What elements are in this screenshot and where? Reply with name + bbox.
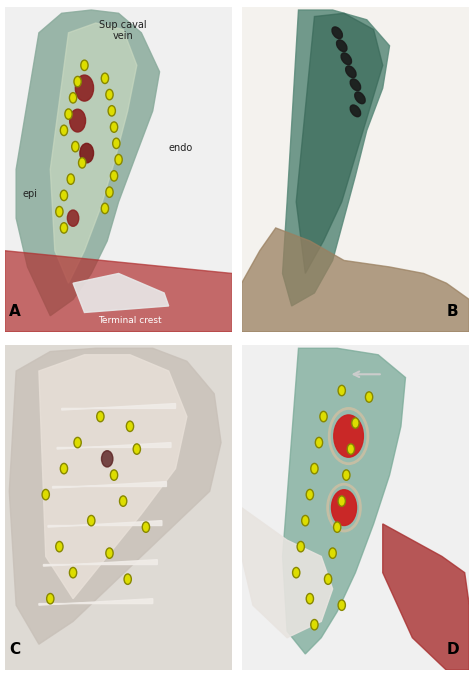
Circle shape (365, 392, 373, 402)
Text: Terminal crest: Terminal crest (98, 315, 162, 325)
Circle shape (311, 463, 318, 474)
Circle shape (72, 141, 79, 152)
Polygon shape (48, 521, 162, 527)
Polygon shape (57, 443, 171, 449)
Circle shape (315, 437, 323, 447)
Circle shape (324, 574, 332, 584)
Circle shape (306, 489, 313, 500)
Circle shape (60, 463, 68, 474)
Polygon shape (5, 345, 232, 670)
Circle shape (347, 444, 355, 454)
Circle shape (301, 515, 309, 526)
Polygon shape (242, 228, 469, 332)
Circle shape (352, 418, 359, 429)
Circle shape (74, 437, 81, 447)
Circle shape (97, 412, 104, 422)
Ellipse shape (355, 92, 365, 104)
Circle shape (106, 89, 113, 100)
Polygon shape (296, 14, 383, 274)
Circle shape (331, 489, 356, 525)
Circle shape (108, 106, 115, 116)
Ellipse shape (350, 79, 361, 91)
Circle shape (46, 594, 54, 604)
Polygon shape (5, 250, 232, 332)
Circle shape (56, 542, 63, 552)
Circle shape (338, 600, 346, 611)
Circle shape (42, 489, 49, 500)
Polygon shape (383, 524, 469, 670)
Circle shape (101, 203, 109, 214)
Circle shape (133, 444, 140, 454)
Circle shape (75, 75, 93, 101)
Polygon shape (283, 10, 390, 306)
Ellipse shape (341, 53, 352, 65)
Circle shape (292, 567, 300, 578)
Polygon shape (5, 7, 232, 332)
Circle shape (334, 522, 341, 532)
Circle shape (88, 515, 95, 526)
Polygon shape (9, 348, 221, 645)
Circle shape (110, 171, 118, 181)
Circle shape (110, 122, 118, 132)
Polygon shape (283, 348, 405, 654)
Circle shape (70, 109, 86, 132)
Circle shape (115, 154, 122, 165)
Polygon shape (44, 560, 157, 566)
Ellipse shape (332, 27, 342, 39)
Circle shape (119, 496, 127, 506)
Circle shape (127, 421, 134, 431)
Circle shape (334, 415, 364, 457)
Polygon shape (50, 23, 137, 283)
Circle shape (113, 138, 120, 148)
Circle shape (80, 144, 93, 163)
Ellipse shape (346, 66, 356, 78)
Text: D: D (447, 642, 459, 657)
Polygon shape (39, 598, 153, 605)
Text: epi: epi (23, 189, 38, 199)
Circle shape (69, 93, 77, 103)
Circle shape (124, 574, 131, 584)
Ellipse shape (350, 105, 361, 116)
Circle shape (60, 125, 68, 135)
Circle shape (320, 412, 327, 422)
Circle shape (101, 451, 113, 467)
Polygon shape (16, 10, 160, 315)
Polygon shape (73, 274, 169, 313)
Circle shape (74, 77, 81, 87)
Circle shape (329, 548, 336, 559)
Polygon shape (242, 7, 469, 332)
Circle shape (110, 470, 118, 480)
Polygon shape (62, 403, 175, 410)
Circle shape (311, 619, 318, 630)
Circle shape (101, 73, 109, 83)
Circle shape (81, 60, 88, 70)
Circle shape (338, 385, 346, 396)
Circle shape (343, 470, 350, 480)
Circle shape (67, 174, 74, 184)
Text: C: C (9, 642, 20, 657)
Circle shape (297, 542, 304, 552)
Circle shape (67, 210, 79, 226)
Circle shape (338, 496, 346, 506)
Circle shape (306, 594, 313, 604)
Circle shape (56, 206, 63, 217)
Polygon shape (242, 345, 469, 670)
Polygon shape (53, 481, 166, 488)
Polygon shape (39, 355, 187, 598)
Ellipse shape (337, 40, 347, 51)
Circle shape (60, 223, 68, 233)
Circle shape (79, 158, 86, 168)
Text: Sup caval
vein: Sup caval vein (100, 20, 147, 41)
Circle shape (106, 548, 113, 559)
Text: endo: endo (169, 144, 193, 154)
Text: A: A (9, 304, 21, 319)
Circle shape (142, 522, 150, 532)
Circle shape (106, 187, 113, 198)
Text: B: B (447, 304, 458, 319)
Circle shape (65, 109, 72, 119)
Circle shape (60, 190, 68, 200)
Circle shape (69, 567, 77, 578)
Polygon shape (242, 508, 333, 638)
